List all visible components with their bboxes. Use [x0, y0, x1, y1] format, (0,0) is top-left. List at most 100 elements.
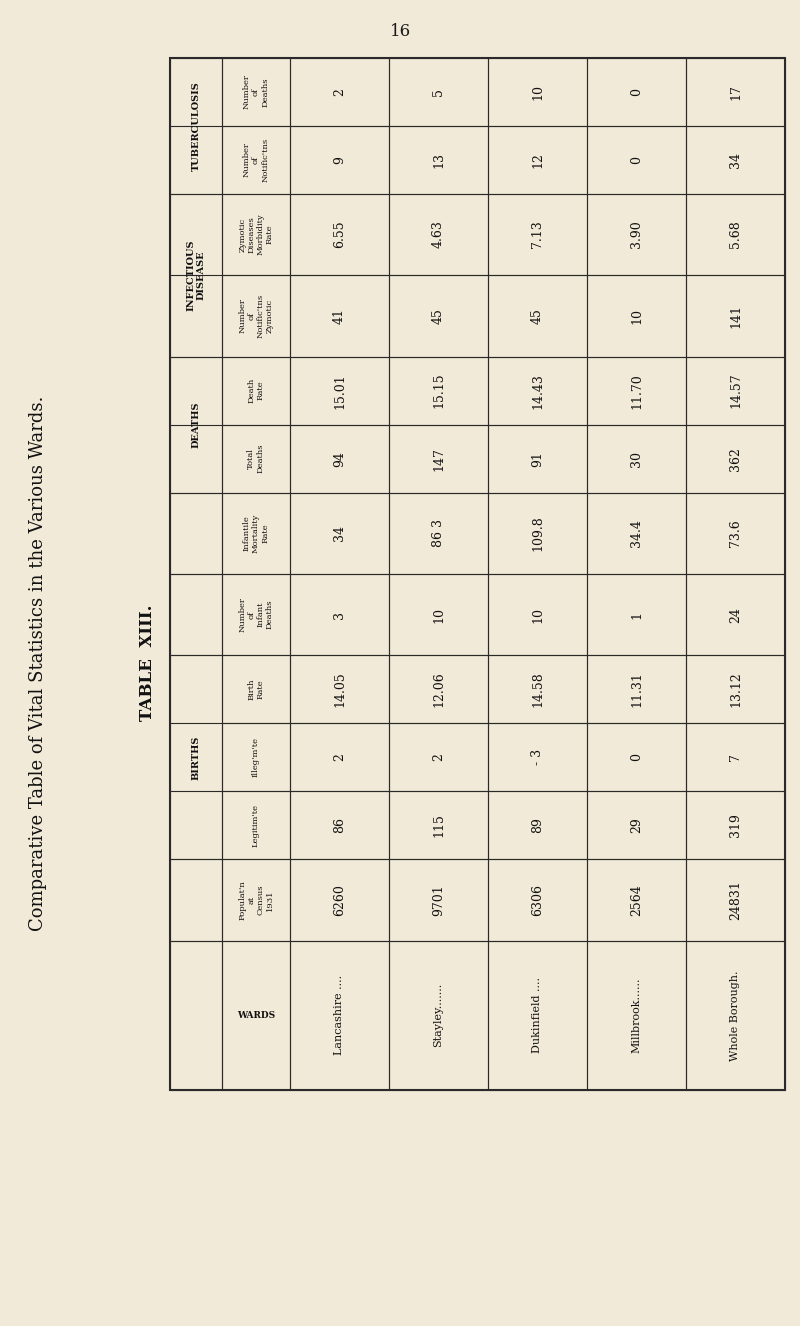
Bar	[587, 492, 686, 574]
Text: 15.15: 15.15	[432, 373, 445, 408]
Bar	[587, 655, 686, 724]
Bar	[222, 492, 290, 574]
Text: 86: 86	[333, 817, 346, 833]
Bar	[488, 940, 587, 1090]
Text: 11.70: 11.70	[630, 373, 643, 408]
Bar	[170, 194, 222, 357]
Bar	[222, 792, 290, 859]
Text: Zymotic
Diseases
Morbidity
Rate: Zymotic Diseases Morbidity Rate	[238, 213, 274, 256]
Bar	[170, 492, 222, 574]
Bar	[587, 424, 686, 492]
Text: 147: 147	[432, 447, 445, 471]
Text: 6306: 6306	[531, 884, 544, 916]
Bar	[488, 655, 587, 724]
Text: 141: 141	[729, 304, 742, 328]
Bar	[587, 724, 686, 792]
Bar	[488, 724, 587, 792]
Bar	[389, 276, 488, 357]
Bar	[686, 655, 785, 724]
Bar	[587, 357, 686, 424]
Bar	[389, 357, 488, 424]
Text: Death
Rate: Death Rate	[247, 378, 265, 403]
Bar	[290, 940, 389, 1090]
Text: 0: 0	[630, 156, 643, 164]
Bar	[222, 194, 290, 276]
Text: Number
of
Infant
Deaths: Number of Infant Deaths	[238, 597, 274, 633]
Text: Lancashire ....: Lancashire ....	[334, 975, 345, 1055]
Text: 3: 3	[333, 611, 346, 619]
Bar	[222, 940, 290, 1090]
Text: 10: 10	[630, 308, 643, 324]
Text: INFECTIOUS
DISEASE: INFECTIOUS DISEASE	[186, 240, 206, 312]
Bar	[290, 724, 389, 792]
Text: Number
of
Notific'tns: Number of Notific'tns	[243, 138, 269, 182]
Text: - 3: - 3	[531, 749, 544, 765]
Text: 89: 89	[531, 817, 544, 833]
Bar	[222, 724, 290, 792]
Text: 12.06: 12.06	[432, 671, 445, 707]
Bar	[488, 58, 587, 126]
Text: 6260: 6260	[333, 884, 346, 916]
Bar	[587, 859, 686, 940]
Text: Populat'n
at
Census
1931: Populat'n at Census 1931	[238, 880, 274, 920]
Bar	[389, 58, 488, 126]
Text: TABLE  XIII.: TABLE XIII.	[139, 605, 157, 721]
Bar	[222, 655, 290, 724]
Bar	[488, 574, 587, 655]
Bar	[170, 655, 222, 859]
Bar	[686, 357, 785, 424]
Bar	[587, 194, 686, 276]
Bar	[488, 357, 587, 424]
Bar	[686, 940, 785, 1090]
Text: 13.12: 13.12	[729, 671, 742, 707]
Bar	[290, 126, 389, 194]
Bar	[587, 276, 686, 357]
Bar	[587, 58, 686, 126]
Text: 319: 319	[729, 813, 742, 837]
Text: 45: 45	[432, 308, 445, 324]
Text: 6.55: 6.55	[333, 220, 346, 248]
Bar	[389, 792, 488, 859]
Bar	[290, 655, 389, 724]
Bar	[290, 424, 389, 492]
Text: 45: 45	[531, 308, 544, 324]
Text: Millbrook......: Millbrook......	[631, 977, 642, 1053]
Bar	[290, 276, 389, 357]
Bar	[686, 424, 785, 492]
Bar	[389, 940, 488, 1090]
Bar	[222, 58, 290, 126]
Bar	[389, 724, 488, 792]
Bar	[222, 357, 290, 424]
Text: 10: 10	[531, 607, 544, 623]
Text: BIRTHS: BIRTHS	[191, 735, 201, 780]
Bar	[389, 492, 488, 574]
Bar	[389, 126, 488, 194]
Bar	[587, 574, 686, 655]
Text: DEATHS: DEATHS	[191, 402, 201, 448]
Text: Number
of
Notific'tns
Zymotic: Number of Notific'tns Zymotic	[238, 294, 274, 338]
Bar	[222, 126, 290, 194]
Text: 0: 0	[630, 753, 643, 761]
Text: 86 3: 86 3	[432, 520, 445, 548]
Text: 34: 34	[333, 525, 346, 541]
Text: 11.31: 11.31	[630, 671, 643, 707]
Bar	[290, 792, 389, 859]
Text: 34: 34	[729, 152, 742, 168]
Text: 91: 91	[531, 451, 544, 467]
Bar	[587, 792, 686, 859]
Bar	[686, 492, 785, 574]
Text: Dukinfield ....: Dukinfield ....	[533, 977, 542, 1053]
Bar	[488, 424, 587, 492]
Bar	[222, 574, 290, 655]
Bar	[290, 574, 389, 655]
Bar	[222, 859, 290, 940]
Bar	[686, 792, 785, 859]
Text: 41: 41	[333, 308, 346, 324]
Text: 14.43: 14.43	[531, 373, 544, 408]
Text: 24831: 24831	[729, 880, 742, 920]
Text: 34.4: 34.4	[630, 520, 643, 548]
Bar	[587, 126, 686, 194]
Bar	[488, 859, 587, 940]
Bar	[686, 276, 785, 357]
Text: 14.57: 14.57	[729, 373, 742, 408]
